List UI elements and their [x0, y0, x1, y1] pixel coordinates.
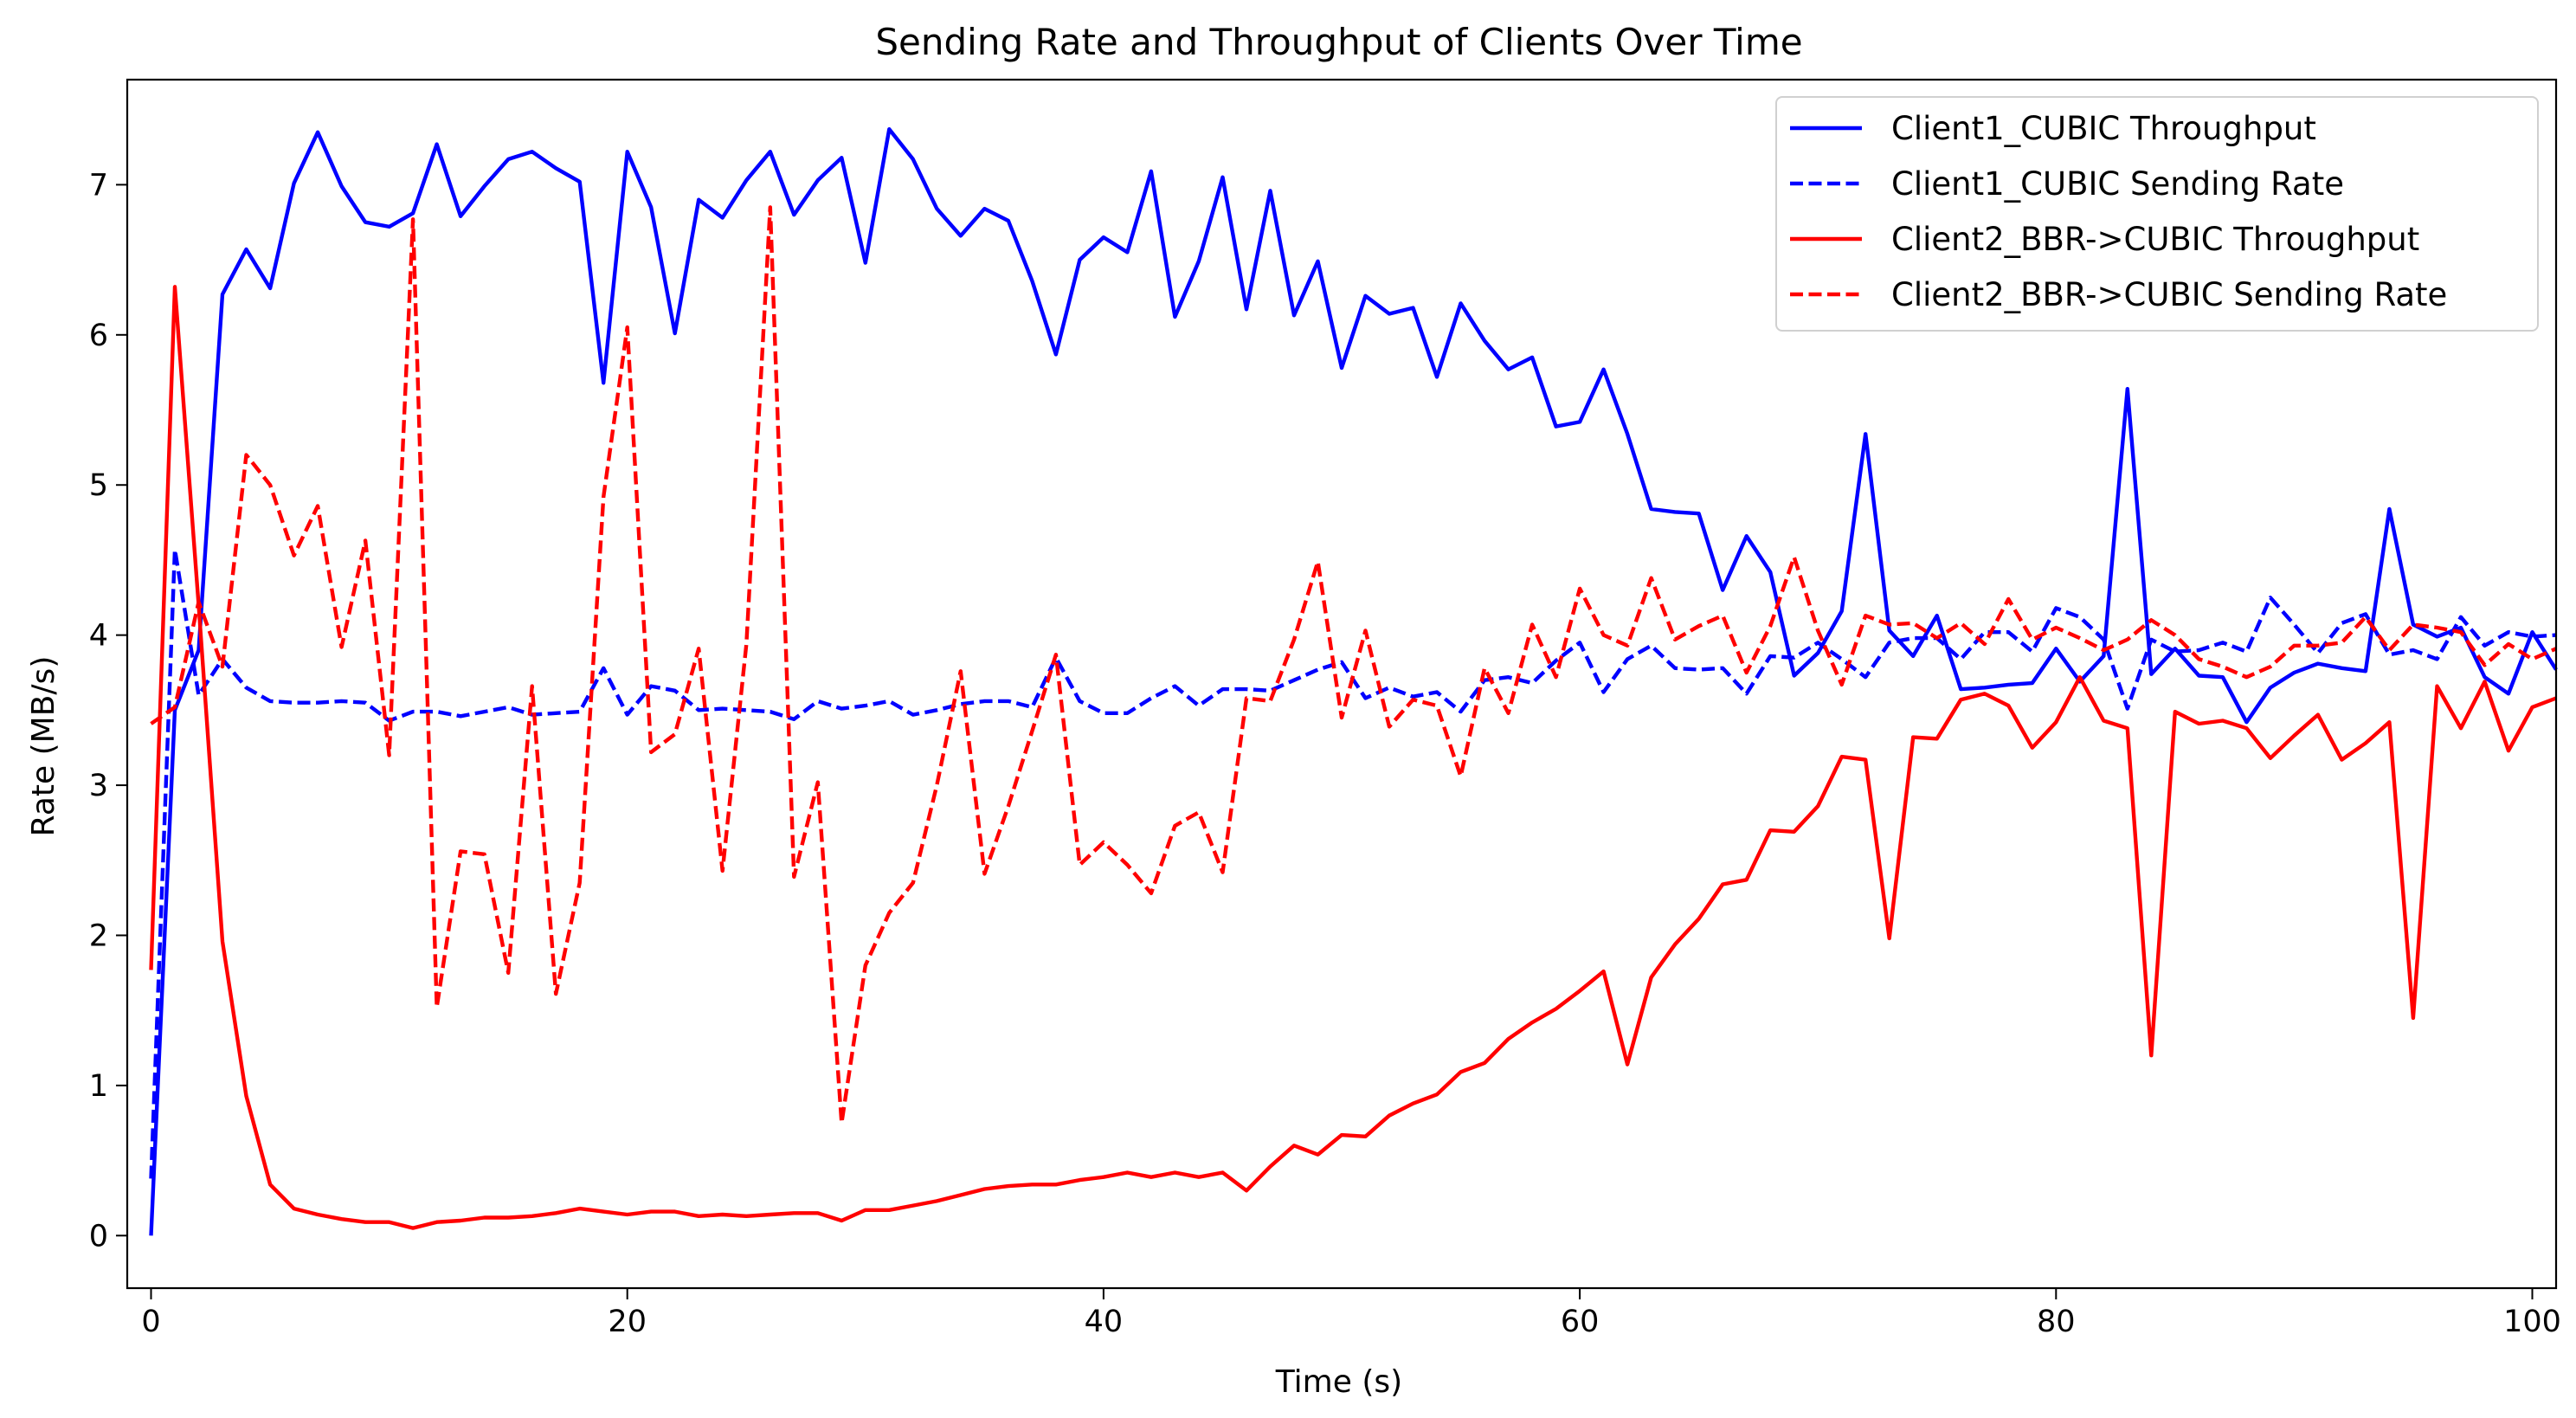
y-tick-label: 5 [89, 468, 108, 503]
legend-label-3: Client2_BBR->CUBIC Throughput [1891, 221, 2419, 258]
x-tick-label: 100 [2503, 1305, 2561, 1339]
x-tick-label: 80 [2037, 1305, 2076, 1339]
series-line-4 [150, 205, 2557, 1125]
plot-area [126, 78, 2558, 1290]
y-tick-label: 4 [89, 619, 108, 654]
plot-frame [126, 78, 2558, 1290]
y-tick-label: 2 [89, 918, 108, 953]
y-tick-label: 6 [89, 319, 108, 353]
series-line-1 [149, 126, 2558, 1236]
legend-label-2: Client1_CUBIC Sending Rate [1891, 165, 2344, 203]
y-tick-label: 7 [89, 168, 108, 203]
chart-title: Sending Rate and Throughput of Clients O… [875, 21, 1802, 63]
series-line-3 [149, 285, 2557, 1230]
legend-label-4: Client2_BBR->CUBIC Sending Rate [1891, 276, 2447, 313]
legend: Client1_CUBIC Throughput Client1_CUBIC Se… [1775, 96, 2539, 332]
x-tick-label: 60 [1561, 1305, 1600, 1339]
x-tick-label: 20 [608, 1305, 647, 1339]
y-tick-label: 3 [89, 769, 108, 803]
x-tick-label: 0 [141, 1305, 160, 1339]
x-axis: 0 20 40 60 80 100 [141, 1288, 2561, 1339]
x-axis-label: Time (s) [1275, 1364, 1402, 1400]
y-tick-label: 0 [89, 1219, 108, 1254]
legend-box [1775, 96, 2539, 332]
y-axis: 0 1 2 3 4 5 6 7 [89, 168, 127, 1254]
x-tick-label: 40 [1085, 1305, 1124, 1339]
series-layer [149, 126, 2558, 1236]
legend-label-1: Client1_CUBIC Throughput [1891, 110, 2316, 147]
y-axis-label: Rate (MB/s) [26, 656, 61, 837]
y-tick-label: 1 [89, 1069, 108, 1104]
